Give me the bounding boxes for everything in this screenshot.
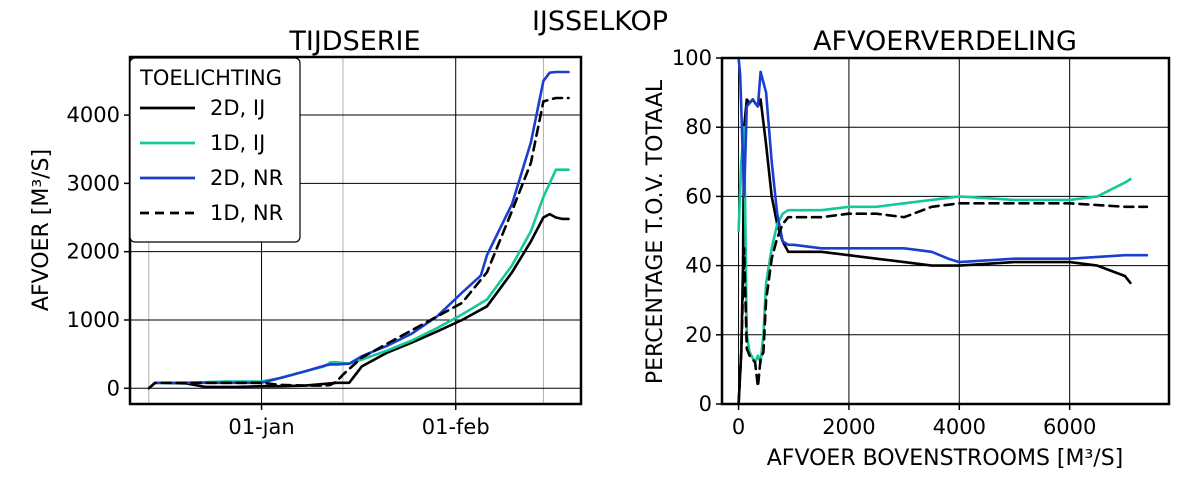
timeseries-series: [147, 70, 570, 390]
distribution-y-tick-label: 40: [685, 254, 712, 278]
distribution-y-tick-label: 80: [685, 115, 712, 139]
distribution-x-tick-label: 4000: [933, 415, 986, 439]
timeseries-x-tick-label: 01-feb: [422, 415, 490, 439]
distribution-chart: AFVOERVERDELING 0 20 40 60 80 100 0 2000 4000 60…: [643, 26, 1171, 471]
timeseries-y-tick-label: 4000: [67, 103, 120, 127]
timeseries-y-tick-label: 2000: [67, 240, 120, 264]
timeseries-y-label: AFVOER [M³/S]: [29, 149, 54, 311]
legend-label-2d-ij: 2D, IJ: [210, 96, 265, 120]
timeseries-y-tick-label: 3000: [67, 171, 120, 195]
timeseries-grid: [130, 57, 581, 404]
distribution-y-tick-label: 60: [685, 184, 712, 208]
distribution-y-tick-label: 20: [685, 323, 712, 347]
distribution-title: AFVOERVERDELING: [813, 26, 1077, 57]
timeseries-x-ticks: 01-jan 01-feb: [228, 404, 490, 439]
distribution-y-tick-label: 0: [699, 392, 712, 416]
distribution-line-1d-ij: [737, 125, 1132, 364]
legend-label-1d-ij: 1D, IJ: [210, 131, 265, 155]
distribution-x-tick-label: 6000: [1043, 415, 1096, 439]
distribution-line-1d-nr: [737, 202, 1149, 406]
legend-box: [129, 57, 301, 243]
timeseries-title: TIJDSERIE: [288, 26, 420, 57]
distribution-y-label: PERCENTAGE T.O.V. TOTAAL: [643, 79, 668, 384]
distribution-grid: [722, 57, 1169, 405]
legend: TOELICHTING 2D, IJ 1D, IJ 2D, NR 1D, NR: [129, 57, 301, 243]
timeseries-line-2d-ij: [147, 212, 570, 390]
distribution-x-ticks: 0 2000 4000 6000: [732, 404, 1096, 439]
distribution-y-ticks: 0 20 40 60 80 100: [672, 46, 722, 416]
figure-title: IJSSELKOP: [532, 6, 668, 37]
distribution-series: [737, 56, 1149, 406]
legend-label-1d-nr: 1D, NR: [210, 201, 283, 225]
legend-title: TOELICHTING: [139, 66, 282, 90]
distribution-frame: [720, 56, 1171, 406]
timeseries-x-tick-label: 01-jan: [228, 415, 294, 439]
distribution-y-tick-label: 100: [672, 46, 712, 70]
distribution-x-tick-label: 0: [732, 415, 745, 439]
timeseries-y-ticks: 0 1000 2000 3000 4000: [67, 103, 130, 400]
legend-label-2d-nr: 2D, NR: [210, 166, 283, 190]
timeseries-y-tick-label: 0: [107, 376, 120, 400]
timeseries-chart: TIJDSERIE 0 1000 2000 3000 4000 01-jan 01-feb…: [29, 26, 583, 439]
legend-items: 2D, IJ 1D, IJ 2D, NR 1D, NR: [140, 96, 283, 225]
distribution-line-2d-nr: [737, 56, 1149, 264]
timeseries-line-1d-nr: [147, 96, 570, 390]
timeseries-y-tick-label: 1000: [67, 308, 120, 332]
distribution-x-tick-label: 2000: [822, 415, 875, 439]
distribution-x-label: AFVOER BOVENSTROOMS [M³/S]: [767, 446, 1124, 471]
